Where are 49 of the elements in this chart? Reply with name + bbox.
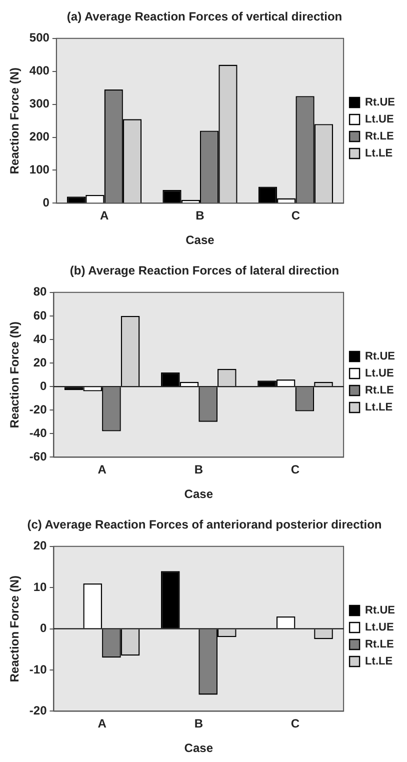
y-tick-label: 20 [33, 538, 48, 553]
y-tick-label: -40 [29, 426, 48, 440]
x-tick-label: A [98, 462, 107, 477]
legend-label: Rt.UE [365, 96, 396, 109]
x-axis-title: Case [186, 233, 215, 248]
x-tick-label: A [100, 208, 109, 223]
legend-label: Rt.UE [365, 350, 396, 363]
y-tick-label: 10 [33, 580, 48, 594]
y-tick-label: 0 [42, 196, 50, 210]
legend-label: Rt.LE [365, 384, 394, 397]
x-tick-label: C [290, 716, 300, 731]
y-axis-title: Reaction Force (N) [8, 67, 22, 174]
y-tick-label: -20 [29, 402, 48, 416]
x-axis-title: Case [184, 487, 214, 502]
x-tick-label: C [291, 208, 300, 223]
y-tick-label: -10 [29, 662, 48, 676]
legend-label: Rt.LE [365, 130, 394, 143]
y-tick-label: 100 [29, 162, 50, 177]
chart-title: (a) Average Reaction Forces of vertical direction [66, 10, 342, 24]
y-tick-label: -20 [29, 704, 48, 718]
x-tick-label: B [196, 208, 205, 223]
legend-label: Lt.LE [365, 402, 393, 414]
y-tick-label: 500 [29, 30, 50, 45]
y-axis-title: Reaction Force (N) [8, 575, 22, 682]
legend-label: Rt.UE [365, 604, 396, 617]
x-axis-title: Case [184, 741, 214, 756]
y-tick-label: 40 [33, 332, 48, 346]
y-tick-label: 0 [40, 621, 48, 636]
x-tick-label: B [194, 716, 204, 731]
y-tick-label: 300 [29, 96, 50, 111]
x-tick-label: B [194, 462, 204, 477]
chart-title: (b) Average Reaction Forces of lateral direction [70, 264, 340, 278]
y-tick-label: 0 [40, 378, 48, 393]
chart-title: (c) Average Reaction Forces of anteriorand posterior direction [27, 518, 382, 532]
y-tick-label: 80 [33, 284, 48, 299]
legend-label: Lt.LE [365, 148, 393, 160]
x-tick-label: A [98, 716, 107, 731]
legend-label: Lt.UE [365, 368, 394, 380]
y-tick-label: 60 [33, 308, 48, 322]
legend-label: Lt.UE [365, 622, 394, 634]
x-tick-label: C [290, 462, 300, 477]
y-tick-label: -60 [29, 450, 48, 464]
legend-label: Lt.LE [365, 656, 393, 668]
y-tick-label: 200 [29, 130, 50, 144]
y-axis-title: Reaction Force (N) [8, 321, 22, 428]
legend-label: Lt.UE [365, 114, 394, 126]
legend-label: Rt.LE [365, 638, 394, 651]
y-tick-label: 400 [29, 64, 50, 78]
y-tick-label: 20 [33, 355, 48, 370]
